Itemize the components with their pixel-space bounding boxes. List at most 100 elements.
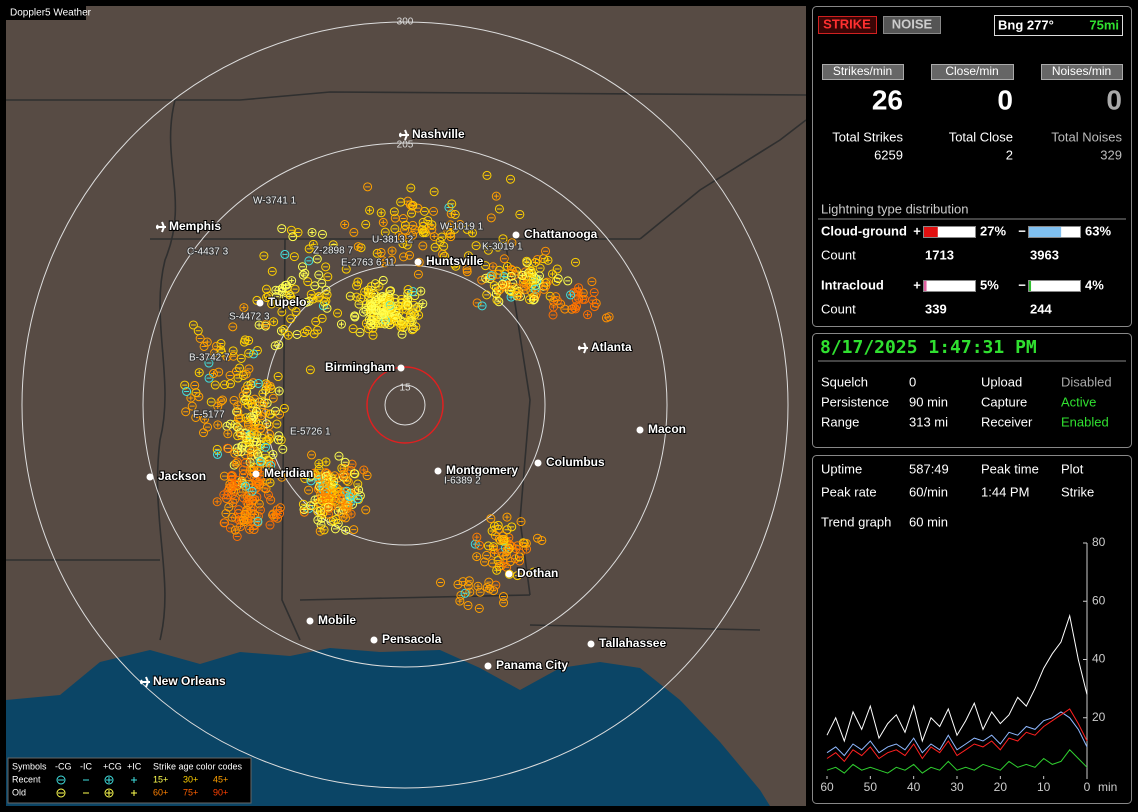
strike-symbol [472, 532, 482, 542]
bearing: Bng 277° [998, 17, 1054, 32]
close-ring [366, 366, 444, 444]
stat-text: Peak rate [821, 484, 877, 499]
total-value: 329 [1100, 147, 1122, 162]
strike-symbol [437, 232, 447, 242]
strike-button[interactable] [818, 16, 877, 34]
city-dot [306, 617, 314, 625]
x-tick-label: 20 [994, 780, 1008, 794]
strike-symbol [245, 457, 255, 467]
strike-symbol [530, 284, 540, 294]
city-label: Tallahassee [599, 636, 666, 650]
strike-symbol [526, 267, 536, 277]
strike-symbol [560, 304, 570, 314]
rate-button[interactable] [822, 64, 904, 80]
noise-button-label[interactable]: NOISE [892, 16, 933, 31]
strike-symbol [450, 259, 460, 269]
strike-symbol [553, 274, 563, 284]
strike-symbol [265, 434, 275, 444]
strike-symbol [464, 251, 474, 261]
city-dot [636, 426, 644, 434]
stat-text: 60/min [909, 484, 948, 499]
legend-header: +IC [127, 761, 142, 771]
strike-symbol [361, 219, 371, 229]
strike-symbol [396, 316, 406, 326]
count-label: Count [821, 301, 856, 316]
strike-symbol [378, 217, 388, 227]
strike-symbol [218, 395, 228, 405]
strike-symbol [340, 220, 350, 230]
strike-symbol [483, 245, 493, 255]
rate-label[interactable]: Strikes/min [833, 64, 892, 78]
strike-symbol [376, 247, 386, 257]
strike-symbol [229, 395, 239, 405]
strike-symbol [338, 512, 348, 522]
strike-symbol [291, 307, 301, 317]
city-label: Nashville [412, 127, 465, 141]
strike-symbol [563, 276, 573, 286]
strike-symbol [512, 571, 522, 581]
strike-symbol [396, 197, 406, 207]
strike-symbol [475, 587, 485, 597]
strike-symbol [439, 251, 449, 261]
legend-header: Symbols [12, 761, 47, 771]
rate-label[interactable]: Noises/min [1052, 64, 1111, 78]
strike-symbol [353, 242, 363, 252]
strike-symbol [482, 550, 492, 560]
strike-symbol [547, 269, 557, 279]
strike-symbol [249, 411, 259, 421]
airport-icon [399, 129, 409, 141]
strike-symbol [297, 262, 307, 272]
strike-symbol [502, 525, 512, 535]
strike-symbol [463, 600, 473, 610]
city-dot [252, 470, 260, 478]
strike-layer [180, 170, 614, 613]
strike-symbol [530, 257, 540, 267]
strike-symbol [298, 270, 308, 280]
strike-symbol [287, 301, 297, 311]
strike-symbol [330, 524, 340, 534]
border [639, 119, 806, 240]
count-value: 1713 [925, 247, 954, 262]
stat-text: 1:44 PM [981, 484, 1029, 499]
map[interactable]: 300 205 15 Nashville Memphis Chattanooga Hunts… [6, 6, 806, 806]
legend-header: -CG [55, 761, 72, 771]
strike-symbol [258, 388, 268, 398]
strike-symbol [202, 422, 212, 432]
rate-button[interactable] [931, 64, 1014, 80]
strike-symbol [249, 525, 259, 535]
strike-symbol [262, 398, 272, 408]
strike-symbol [407, 208, 417, 218]
strike-symbol [482, 290, 492, 300]
strike-symbol [241, 481, 251, 491]
strike-symbol [463, 581, 473, 591]
city-label: Birmingham [325, 360, 395, 374]
strike-symbol [589, 287, 599, 297]
state-borders [6, 91, 806, 641]
strike-symbol [359, 465, 369, 475]
range-ring [142, 142, 668, 668]
strike-symbol [475, 540, 485, 550]
strike-symbol [430, 242, 440, 252]
strike-symbol [299, 505, 309, 515]
city-label: Dothan [517, 566, 558, 580]
strike-symbol [304, 256, 314, 266]
strike-symbol [285, 290, 295, 300]
strike-symbol [515, 209, 525, 219]
rate-button[interactable] [1041, 64, 1123, 80]
strike-button-label[interactable]: STRIKE [823, 16, 871, 31]
strike-symbol [261, 284, 271, 294]
strike-symbol [289, 295, 299, 305]
strike-symbol [529, 294, 539, 304]
noise-button[interactable] [883, 16, 941, 34]
strike-symbol [341, 264, 351, 274]
border [299, 594, 531, 601]
rate-label[interactable]: Close/min [945, 64, 998, 78]
strike-symbol [493, 520, 503, 530]
strike-symbol [308, 239, 318, 249]
type-label: Intracloud [821, 277, 884, 292]
stat-text: Plot [1061, 461, 1084, 476]
strike-symbol [306, 471, 316, 481]
strike-symbol [213, 420, 223, 430]
strike-symbol [261, 320, 271, 330]
strike-symbol [244, 364, 254, 374]
